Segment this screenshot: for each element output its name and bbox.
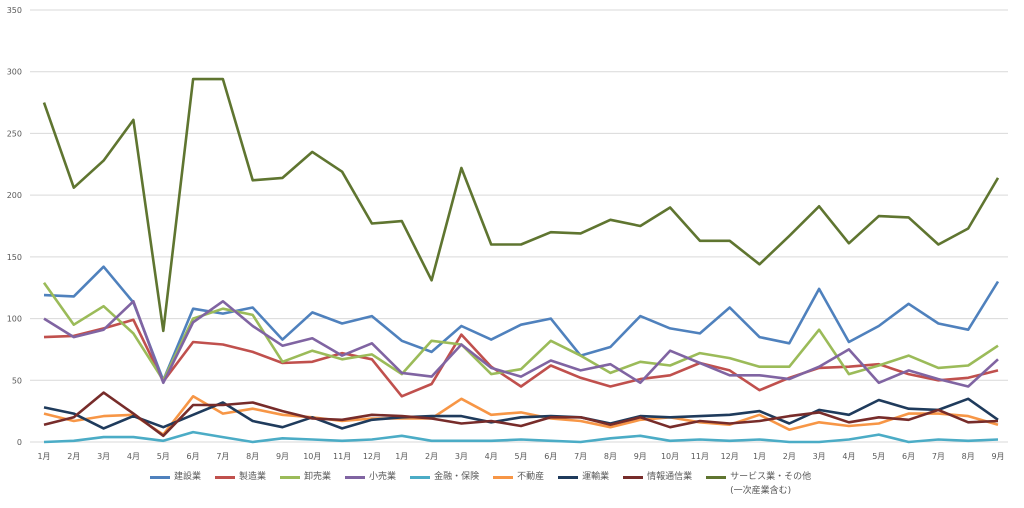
x-tick-label: 2月 <box>67 452 80 461</box>
legend-label: 運輸業 <box>582 470 609 484</box>
x-tick-label: 10月 <box>303 452 321 461</box>
x-tick-label: 1月 <box>395 452 408 461</box>
legend-label-text: 小売業 <box>369 472 397 482</box>
legend-swatch <box>558 476 579 479</box>
legend-label-text: 金融・保険 <box>434 472 480 482</box>
y-tick-label: 250 <box>7 129 22 138</box>
x-tick-label: 7月 <box>932 452 945 461</box>
x-tick-label: 5月 <box>514 452 527 461</box>
legend-label-text: 建設業 <box>174 472 202 482</box>
legend-label: 情報通信業 <box>647 470 692 484</box>
y-tick-label: 300 <box>7 68 22 77</box>
x-tick-label: 9月 <box>276 452 289 461</box>
legend-label-text: 不動産 <box>517 472 545 482</box>
legend-item: 情報通信業 <box>623 470 692 498</box>
legend-swatch <box>215 476 236 479</box>
legend-label: 建設業 <box>174 470 201 484</box>
x-tick-label: 8月 <box>246 452 259 461</box>
legend-item: 小売業 <box>345 470 396 498</box>
x-tick-label: 12月 <box>363 452 381 461</box>
x-tick-label: 10月 <box>661 452 679 461</box>
legend-label-text: 情報通信業 <box>647 472 693 482</box>
legend-label-text: 卸売業 <box>304 472 332 482</box>
legend-label: 小売業 <box>369 470 396 484</box>
series-line-7 <box>43 391 999 438</box>
legend-item: サービス業・その他 (一次産業含む) <box>706 470 811 498</box>
x-tick-label: 3月 <box>97 452 110 461</box>
series-line-8 <box>42 77 1000 333</box>
x-tick-label: 11月 <box>691 452 709 461</box>
series-line-0 <box>43 265 1000 382</box>
x-tick-label: 1月 <box>753 452 766 461</box>
x-tick-label: 2月 <box>425 452 438 461</box>
y-tick-label: 150 <box>7 253 22 262</box>
series-line-5 <box>43 394 999 436</box>
legend-label: サービス業・その他 (一次産業含む) <box>730 470 811 498</box>
x-tick-label: 7月 <box>574 452 587 461</box>
legend-item: 運輸業 <box>558 470 609 498</box>
legend-swatch <box>706 476 727 479</box>
y-tick-label: 0 <box>17 438 22 447</box>
y-tick-label: 200 <box>7 191 22 200</box>
legend-item: 卸売業 <box>280 470 331 498</box>
legend-swatch <box>623 476 644 479</box>
legend-item: 不動産 <box>493 470 544 498</box>
legend-label-text: (一次産業含む) <box>730 486 792 496</box>
legend-swatch <box>280 476 301 479</box>
chart-legend: 建設業 製造業 卸売業 小売業 金融・保険 不動産 運輸業 情報通信業 サービス業・その他 (一次… <box>150 470 870 498</box>
legend-swatch <box>493 476 514 479</box>
x-tick-label: 4月 <box>842 452 855 461</box>
x-tick-label: 9月 <box>634 452 647 461</box>
legend-swatch <box>410 476 431 479</box>
legend-label: 金融・保険 <box>434 470 479 484</box>
x-tick-label: 7月 <box>216 452 229 461</box>
legend-label-text: サービス業・その他 <box>730 472 812 482</box>
legend-label: 製造業 <box>239 470 266 484</box>
x-tick-label: 6月 <box>187 452 200 461</box>
legend-item: 金融・保険 <box>410 470 479 498</box>
x-tick-label: 11月 <box>333 452 351 461</box>
x-tick-label: 5月 <box>157 452 170 461</box>
x-tick-label: 12月 <box>721 452 739 461</box>
legend-swatch <box>150 476 170 479</box>
x-tick-label: 6月 <box>902 452 915 461</box>
x-tick-label: 5月 <box>872 452 885 461</box>
x-tick-label: 8月 <box>962 452 975 461</box>
legend-swatch <box>345 476 366 479</box>
x-tick-label: 6月 <box>544 452 557 461</box>
y-tick-label: 350 <box>7 6 22 15</box>
x-tick-label: 8月 <box>604 452 617 461</box>
x-tick-label: 3月 <box>813 452 826 461</box>
series-line-1 <box>43 318 999 398</box>
y-tick-label: 100 <box>7 315 22 324</box>
x-tick-label: 4月 <box>127 452 140 461</box>
legend-label-text: 運輸業 <box>582 472 610 482</box>
x-tick-label: 4月 <box>485 452 498 461</box>
series-line-6 <box>43 397 999 430</box>
legend-label: 卸売業 <box>304 470 331 484</box>
legend-item: 建設業 <box>150 470 201 498</box>
legend-label-text: 製造業 <box>239 472 267 482</box>
series-line-3 <box>43 299 999 388</box>
x-tick-label: 3月 <box>455 452 468 461</box>
y-tick-label: 50 <box>12 376 22 385</box>
x-tick-label: 1月 <box>37 452 50 461</box>
series-line-4 <box>43 430 999 444</box>
x-tick-label: 2月 <box>783 452 796 461</box>
x-tick-label: 9月 <box>991 452 1004 461</box>
legend-item: 製造業 <box>215 470 266 498</box>
legend-label: 不動産 <box>517 470 544 484</box>
